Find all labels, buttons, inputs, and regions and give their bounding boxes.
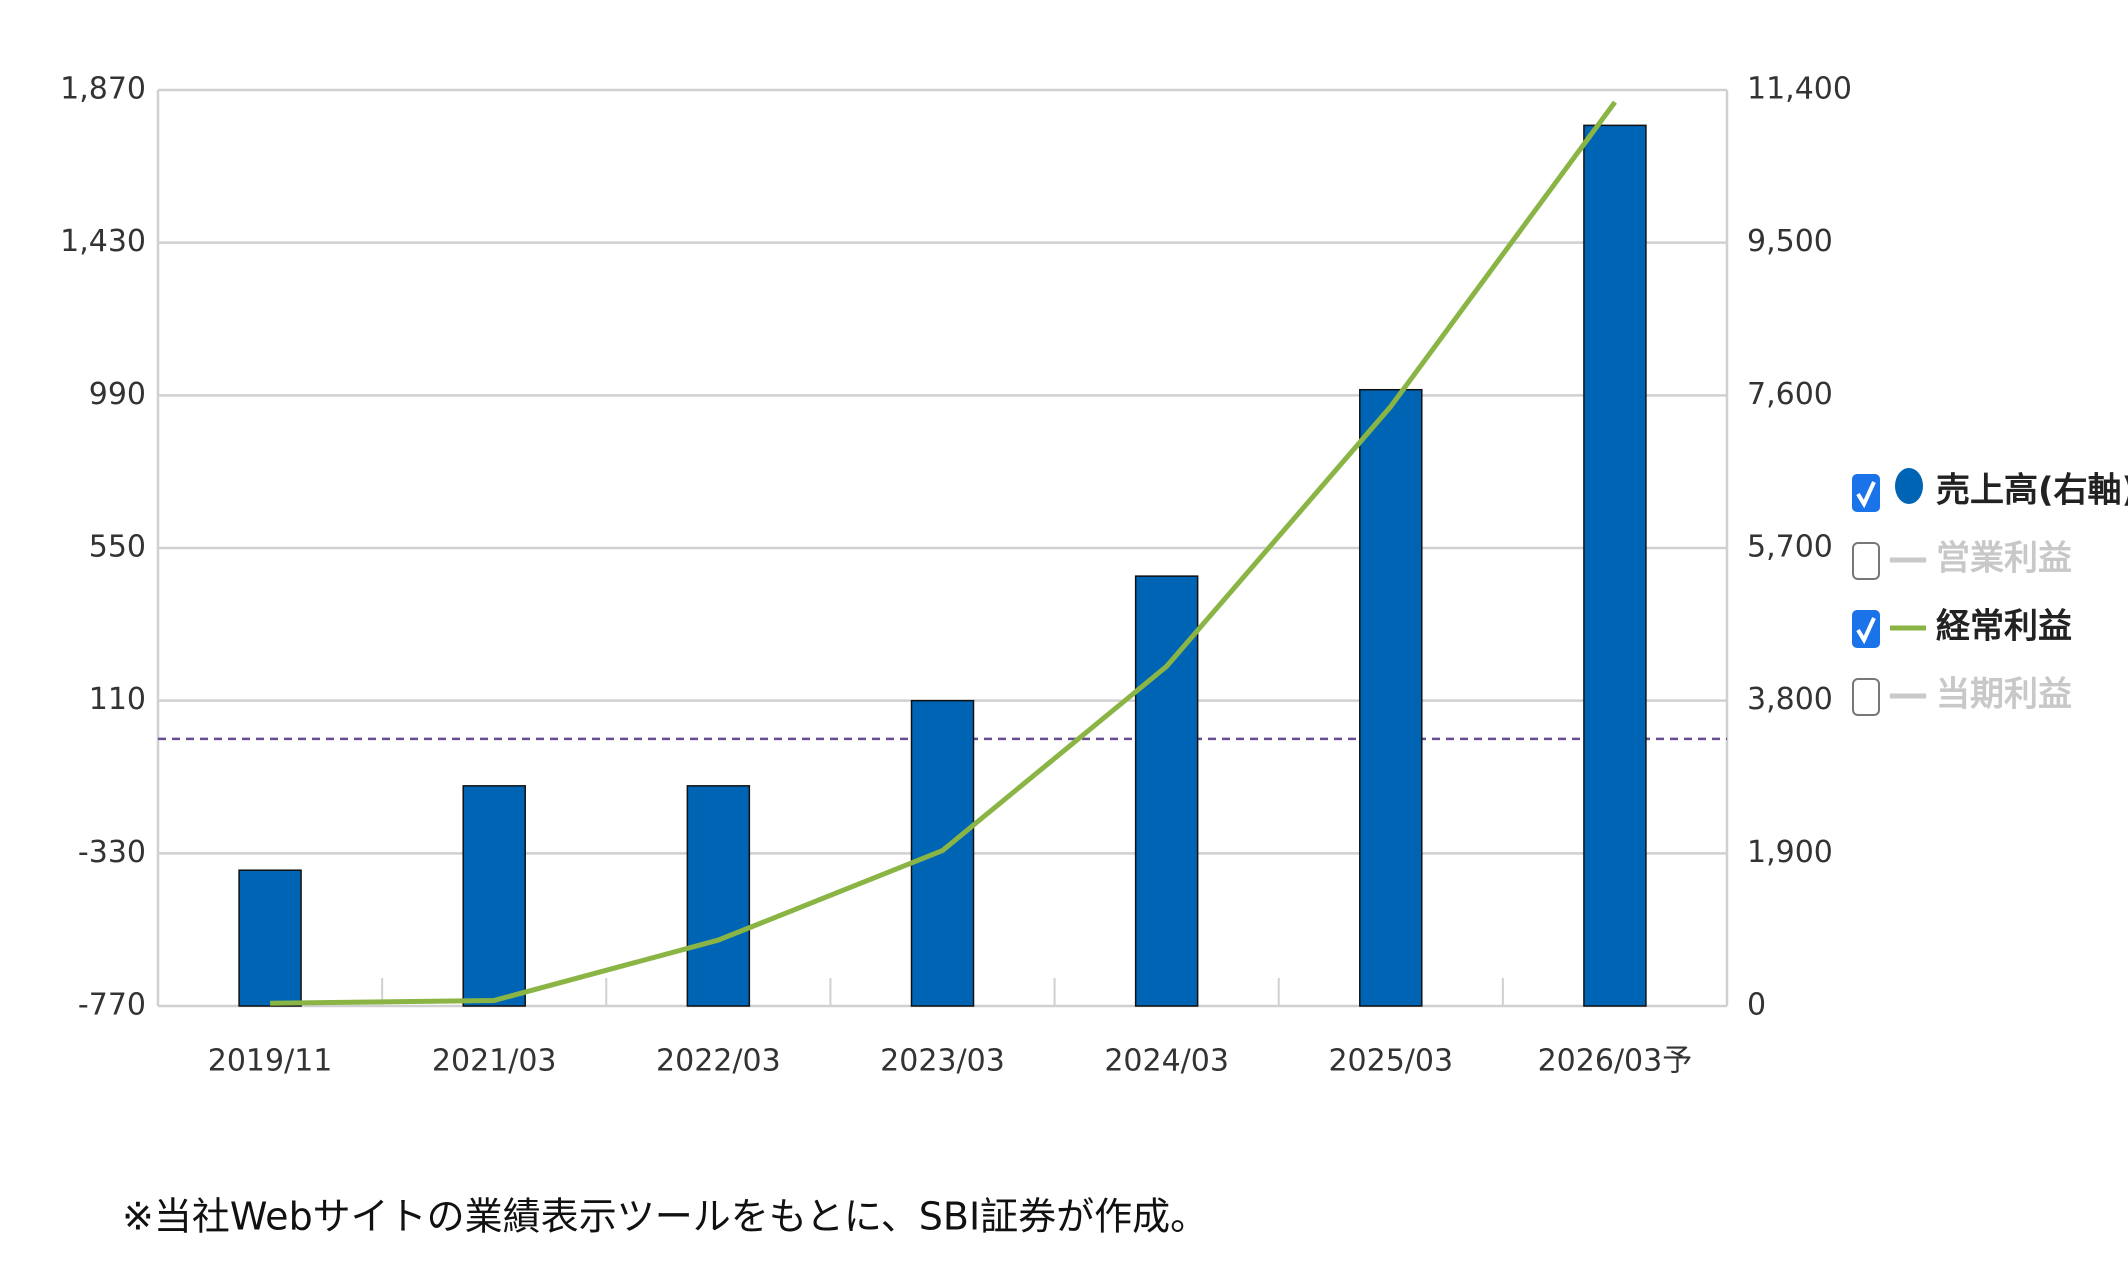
legend-checkbox	[1852, 678, 1880, 716]
bar	[238, 869, 302, 1007]
line	[270, 100, 1617, 1006]
y2-tick-label: 5,700	[1747, 530, 1833, 565]
y2-tick-label: 11,400	[1747, 72, 1852, 107]
legend-label: 売上高(右軸)	[1936, 471, 2128, 511]
x-tick-label: 2024/03	[1104, 1044, 1229, 1079]
y2-tick-label: 3,800	[1747, 682, 1833, 717]
y-tick-label: -770	[78, 988, 146, 1023]
legend-item[interactable]: 売上高(右軸)	[1852, 468, 2128, 512]
y-tick-label: 1,430	[60, 224, 146, 259]
legend-label: 当期利益	[1936, 675, 2072, 715]
bar	[1359, 388, 1423, 1007]
legend-label: 営業利益	[1936, 539, 2072, 579]
bar	[1583, 124, 1647, 1007]
y-tick-label: 550	[89, 530, 146, 565]
y-tick-label: 1,870	[60, 72, 146, 107]
y2-tick-label: 9,500	[1747, 224, 1833, 259]
bar	[686, 785, 751, 1007]
legend-item[interactable]: 営業利益	[1852, 539, 2072, 580]
y2-tick-label: 7,600	[1747, 377, 1833, 412]
legend-item[interactable]: 経常利益	[1852, 607, 2072, 649]
x-tick-label: 2019/11	[208, 1044, 333, 1079]
legend-marker	[1895, 468, 1923, 504]
y2-tick-label: 1,900	[1747, 835, 1833, 870]
bar	[462, 785, 526, 1007]
legend-check	[1856, 617, 1876, 645]
y-tick-label: 990	[89, 377, 146, 412]
legend-checkbox	[1852, 542, 1880, 580]
bar	[910, 699, 975, 1007]
legend-checkbox	[1852, 474, 1880, 512]
x-tick-label: 2026/03予	[1538, 1044, 1693, 1079]
y-tick-label: -330	[78, 835, 146, 870]
y2-tick-label: 0	[1747, 988, 1766, 1023]
legend-label: 経常利益	[1936, 607, 2072, 647]
x-tick-label: 2021/03	[432, 1044, 557, 1079]
legend-check	[1856, 481, 1876, 509]
legend-item[interactable]: 当期利益	[1852, 675, 2072, 716]
y-tick-label: 110	[89, 682, 146, 717]
x-tick-label: 2022/03	[656, 1044, 781, 1079]
bar	[1134, 575, 1199, 1007]
x-tick-label: 2025/03	[1328, 1044, 1453, 1079]
legend-checkbox	[1852, 610, 1880, 648]
x-tick-label: 2023/03	[880, 1044, 1005, 1079]
note: ※当社Webサイトの業績表示ツールをもとに、SBI証券が作成。	[122, 1195, 1208, 1239]
